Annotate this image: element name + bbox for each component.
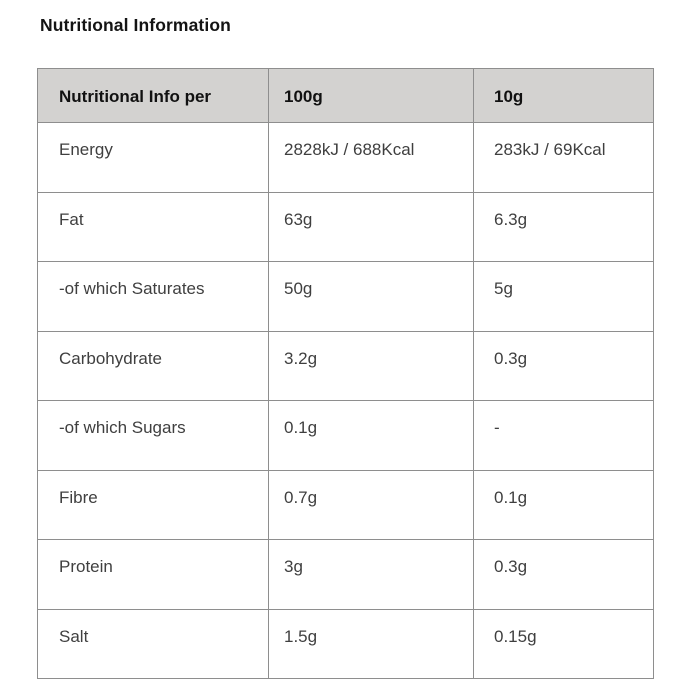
value-10g: 5g bbox=[473, 261, 654, 332]
value-100g: 3g bbox=[268, 539, 474, 610]
value-10g: 283kJ / 69Kcal bbox=[473, 122, 654, 193]
value-10g: - bbox=[473, 400, 654, 471]
value-100g: 50g bbox=[268, 261, 474, 332]
column-header-nutrient: Nutritional Info per bbox=[37, 68, 269, 123]
table-row-salt: Salt 1.5g 0.15g bbox=[37, 608, 654, 679]
nutrient-label: Fat bbox=[37, 191, 269, 262]
column-header-100g: 100g bbox=[268, 68, 474, 123]
value-100g: 0.7g bbox=[268, 469, 474, 540]
table-row-carbohydrate: Carbohydrate 3.2g 0.3g bbox=[37, 330, 654, 401]
nutrient-label: Protein bbox=[37, 539, 269, 610]
value-100g: 1.5g bbox=[268, 608, 474, 679]
nutrient-label: Fibre bbox=[37, 469, 269, 540]
value-100g: 2828kJ / 688Kcal bbox=[268, 122, 474, 193]
column-header-10g: 10g bbox=[473, 68, 654, 123]
header-row: Nutritional Info per 100g 10g bbox=[37, 68, 654, 123]
table-row-fat: Fat 63g 6.3g bbox=[37, 191, 654, 262]
value-10g: 0.3g bbox=[473, 330, 654, 401]
value-100g: 0.1g bbox=[268, 400, 474, 471]
nutrition-table: Nutritional Info per 100g 10g Energy 282… bbox=[37, 68, 654, 679]
table-row-sugars: -of which Sugars 0.1g - bbox=[37, 400, 654, 471]
nutrient-label: Carbohydrate bbox=[37, 330, 269, 401]
value-10g: 6.3g bbox=[473, 191, 654, 262]
nutrient-label: -of which Sugars bbox=[37, 400, 269, 471]
value-10g: 0.3g bbox=[473, 539, 654, 610]
table-row-protein: Protein 3g 0.3g bbox=[37, 539, 654, 610]
value-10g: 0.1g bbox=[473, 469, 654, 540]
value-100g: 3.2g bbox=[268, 330, 474, 401]
table-row-fibre: Fibre 0.7g 0.1g bbox=[37, 469, 654, 540]
nutrient-label: -of which Saturates bbox=[37, 261, 269, 332]
page-title: Nutritional Information bbox=[40, 15, 231, 35]
value-100g: 63g bbox=[268, 191, 474, 262]
nutrient-label: Energy bbox=[37, 122, 269, 193]
table-row-energy: Energy 2828kJ / 688Kcal 283kJ / 69Kcal bbox=[37, 122, 654, 193]
value-10g: 0.15g bbox=[473, 608, 654, 679]
nutrient-label: Salt bbox=[37, 608, 269, 679]
table-row-saturates: -of which Saturates 50g 5g bbox=[37, 261, 654, 332]
